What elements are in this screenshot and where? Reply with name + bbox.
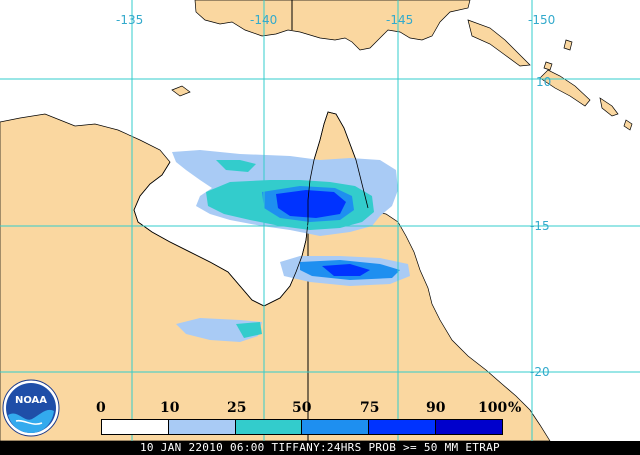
longitude-label-150: -150	[528, 13, 556, 27]
map-caption: 10 JAN 22010 06:00 TIFFANY:24HRS PROB >=…	[0, 441, 640, 455]
island-east-4	[543, 61, 553, 71]
rainfall-contours	[172, 150, 410, 342]
latitude-label-15: -15	[530, 219, 550, 233]
island-east-5	[623, 119, 633, 131]
legend-swatch-25-50	[235, 420, 303, 434]
noaa-logo-icon: NOAA	[2, 379, 60, 437]
latitude-label-10: 10	[536, 75, 552, 89]
legend-swatch-10-25	[168, 420, 236, 434]
legend-tick-25: 25	[227, 400, 247, 416]
legend-tick-10: 10	[160, 400, 180, 416]
prob-25-patch-southwest	[236, 322, 262, 338]
graticule	[0, 0, 640, 441]
legend-swatch-75-90	[369, 420, 437, 434]
gulf-coast-line	[133, 161, 309, 307]
legend-tick-0: 0	[96, 400, 106, 416]
prob-75-core-north	[276, 190, 346, 218]
longitude-label-140: -140	[250, 13, 278, 27]
island-east-2	[599, 97, 619, 117]
legend-swatch-50-75	[302, 420, 370, 434]
legend-color-bar	[101, 419, 503, 435]
island-east-3	[563, 39, 573, 51]
new-guinea-east-tip	[467, 19, 531, 67]
island-top-left	[171, 85, 191, 97]
longitude-label-145: -145	[386, 13, 414, 27]
legend-tick-50: 50	[292, 400, 312, 416]
logo-text: NOAA	[15, 395, 47, 406]
latitude-label-20: -20	[530, 365, 550, 379]
legend-tick-100: 100	[478, 400, 508, 416]
cape-york-coast	[307, 111, 369, 222]
legend-swatch-90-100	[436, 420, 502, 434]
prob-75-core-south	[322, 264, 370, 276]
longitude-label-135: -135	[116, 13, 144, 27]
legend-tick-90: 90	[426, 400, 446, 416]
legend-swatch-0-10	[102, 420, 169, 434]
legend-tick-percent: %	[508, 400, 522, 416]
legend-tick-75: 75	[360, 400, 380, 416]
